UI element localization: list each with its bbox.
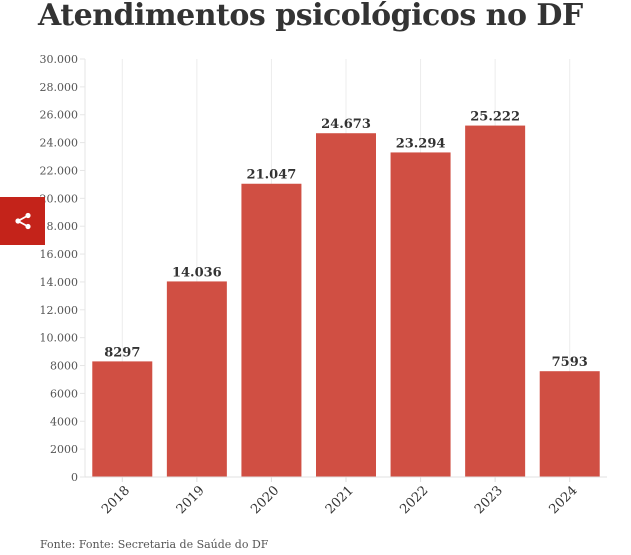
bar-2018 xyxy=(92,361,153,477)
y-tick-label: 12.000 xyxy=(40,304,79,317)
y-tick-label: 6000 xyxy=(50,387,78,400)
data-label-2020: 21.047 xyxy=(247,168,297,183)
bar-2022 xyxy=(390,152,451,477)
y-tick-label: 8000 xyxy=(50,360,78,373)
chart-source: Fonte: Fonte: Secretaria de Saúde do DF xyxy=(40,538,269,551)
bar-2020 xyxy=(241,183,302,478)
y-tick-label: 16.000 xyxy=(40,248,79,261)
y-tick-label: 30.000 xyxy=(40,53,79,66)
data-label-2019: 14.036 xyxy=(172,265,222,280)
x-tick-label-2021: 2021 xyxy=(323,483,357,517)
bar-2019 xyxy=(166,281,227,477)
x-tick-label-2024: 2024 xyxy=(547,483,581,517)
bar-2023 xyxy=(465,125,526,478)
share-button[interactable] xyxy=(0,197,45,245)
y-tick-label: 4000 xyxy=(50,415,78,428)
x-tick-label-2023: 2023 xyxy=(472,483,506,517)
data-label-2022: 23.294 xyxy=(396,136,446,151)
y-tick-label: 0 xyxy=(71,471,78,484)
data-label-2018: 8297 xyxy=(104,345,140,360)
y-tick-label: 22.000 xyxy=(40,164,79,177)
y-tick-label: 24.000 xyxy=(40,137,79,150)
y-tick-label: 18.000 xyxy=(40,220,79,233)
x-tick-label-2020: 2020 xyxy=(248,483,282,517)
data-label-2021: 24.673 xyxy=(321,117,371,132)
y-tick-label: 14.000 xyxy=(40,276,79,289)
chart-title: Atendimentos psicológicos no DF xyxy=(38,0,583,33)
x-tick-label-2022: 2022 xyxy=(397,483,431,517)
y-tick-label: 2000 xyxy=(50,443,78,456)
y-tick-label: 26.000 xyxy=(40,109,79,122)
y-tick-label: 20.000 xyxy=(40,192,79,205)
bar-2024 xyxy=(539,371,600,477)
data-label-2024: 7593 xyxy=(552,355,588,370)
y-tick-label: 10.000 xyxy=(40,332,79,345)
bar-2021 xyxy=(316,133,376,477)
data-label-2023: 25.222 xyxy=(470,110,520,125)
share-icon xyxy=(14,212,31,230)
bar-chart: 0 2000 4000 6000 8000 10.000 12.000 14.000 16.00… xyxy=(40,53,607,517)
y-tick-label: 28.000 xyxy=(40,81,79,94)
x-tick-label-2018: 2018 xyxy=(99,483,133,517)
x-tick-label-2019: 2019 xyxy=(174,483,208,517)
